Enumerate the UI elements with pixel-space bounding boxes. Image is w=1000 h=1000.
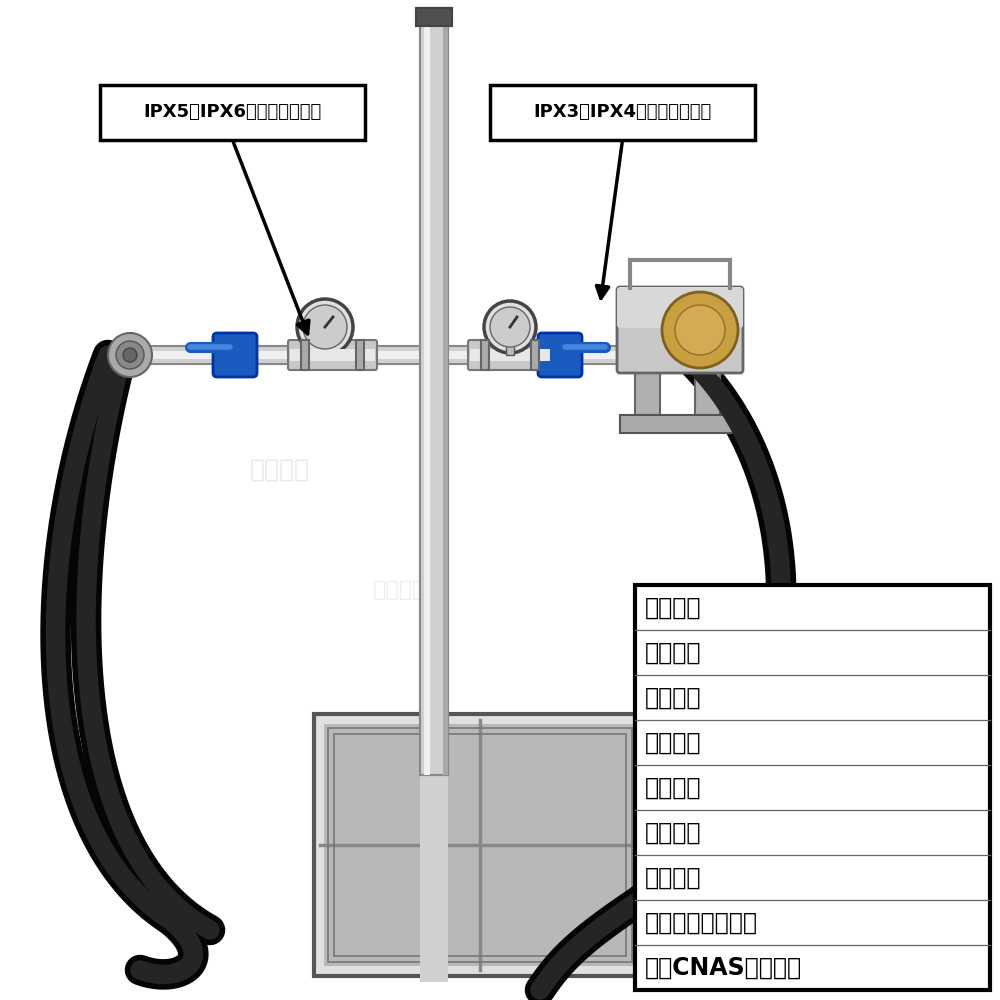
Text: IPX3、IPX4手持式试验装置: IPX3、IPX4手持式试验装置 bbox=[533, 104, 712, 121]
FancyBboxPatch shape bbox=[695, 365, 720, 420]
Text: 无锡中测: 无锡中测 bbox=[373, 580, 427, 600]
Text: IPX5、IPX6防喷水试验装置: IPX5、IPX6防喷水试验装置 bbox=[143, 104, 322, 121]
Text: 上门安装: 上门安装 bbox=[645, 776, 702, 800]
Text: 终身维护: 终身维护 bbox=[645, 820, 702, 844]
FancyBboxPatch shape bbox=[290, 349, 375, 361]
Text: 可开增票: 可开增票 bbox=[645, 865, 702, 890]
Text: 性能稳定: 性能稳定 bbox=[645, 730, 702, 754]
Circle shape bbox=[303, 305, 347, 349]
FancyBboxPatch shape bbox=[620, 415, 740, 433]
FancyBboxPatch shape bbox=[617, 287, 743, 373]
FancyBboxPatch shape bbox=[443, 8, 448, 775]
FancyBboxPatch shape bbox=[420, 712, 448, 982]
FancyBboxPatch shape bbox=[424, 8, 430, 775]
Circle shape bbox=[490, 307, 530, 347]
Circle shape bbox=[675, 305, 725, 355]
Text: 按需制造: 按需制造 bbox=[645, 641, 702, 664]
FancyBboxPatch shape bbox=[506, 341, 514, 355]
FancyBboxPatch shape bbox=[288, 340, 377, 370]
FancyBboxPatch shape bbox=[635, 585, 990, 990]
Circle shape bbox=[484, 301, 536, 353]
FancyBboxPatch shape bbox=[468, 340, 552, 370]
FancyBboxPatch shape bbox=[538, 333, 582, 377]
FancyBboxPatch shape bbox=[420, 8, 448, 775]
FancyBboxPatch shape bbox=[444, 8, 448, 775]
Circle shape bbox=[123, 348, 137, 362]
FancyBboxPatch shape bbox=[130, 346, 420, 364]
Text: 书、CNAS校准报告: 书、CNAS校准报告 bbox=[645, 956, 802, 980]
FancyBboxPatch shape bbox=[100, 85, 365, 140]
Text: 可含第三方计量证: 可含第三方计量证 bbox=[645, 910, 758, 934]
Text: 质量保证: 质量保证 bbox=[645, 686, 702, 710]
FancyBboxPatch shape bbox=[213, 333, 257, 377]
FancyBboxPatch shape bbox=[130, 351, 420, 359]
FancyBboxPatch shape bbox=[424, 8, 430, 775]
Circle shape bbox=[108, 333, 152, 377]
Circle shape bbox=[297, 299, 353, 355]
FancyBboxPatch shape bbox=[617, 287, 743, 328]
FancyBboxPatch shape bbox=[531, 340, 539, 370]
FancyBboxPatch shape bbox=[321, 341, 329, 355]
Text: 自主研发: 自主研发 bbox=[645, 595, 702, 619]
FancyBboxPatch shape bbox=[635, 365, 660, 420]
FancyBboxPatch shape bbox=[324, 724, 636, 966]
FancyBboxPatch shape bbox=[356, 340, 364, 370]
FancyBboxPatch shape bbox=[448, 351, 680, 359]
FancyBboxPatch shape bbox=[448, 346, 680, 364]
Circle shape bbox=[662, 292, 738, 368]
FancyBboxPatch shape bbox=[481, 340, 489, 370]
FancyBboxPatch shape bbox=[470, 349, 550, 361]
FancyBboxPatch shape bbox=[301, 340, 309, 370]
FancyBboxPatch shape bbox=[416, 8, 452, 26]
FancyBboxPatch shape bbox=[420, 8, 448, 775]
FancyBboxPatch shape bbox=[620, 346, 680, 364]
FancyBboxPatch shape bbox=[314, 714, 646, 976]
FancyBboxPatch shape bbox=[490, 85, 755, 140]
Text: 无锡中测: 无锡中测 bbox=[250, 458, 310, 482]
Circle shape bbox=[116, 341, 144, 369]
FancyBboxPatch shape bbox=[416, 8, 452, 26]
